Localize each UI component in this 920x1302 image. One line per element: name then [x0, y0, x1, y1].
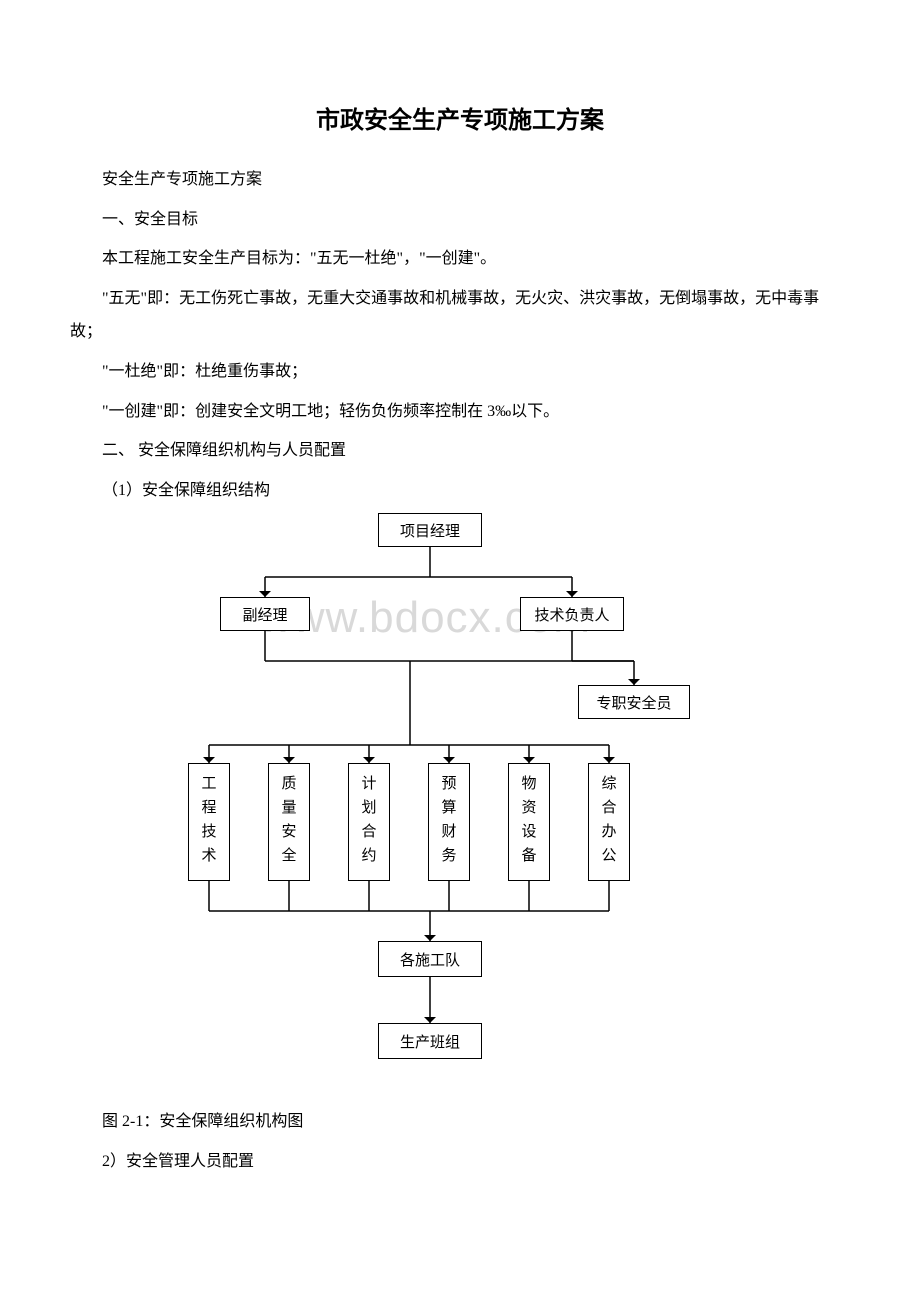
node-tech: 技术负责人	[520, 597, 624, 631]
node-dept-2: 质量安全	[268, 763, 310, 881]
paragraph: "五无"即：无工伤死亡事故，无重大交通事故和机械事故，无火灾、洪灾事故，无倒塌事…	[70, 282, 850, 349]
node-team: 各施工队	[378, 941, 482, 977]
node-dept-4: 预算财务	[428, 763, 470, 881]
node-dept-3: 计划合约	[348, 763, 390, 881]
paragraph: 本工程施工安全生产目标为："五无一杜绝"，"一创建"。	[70, 242, 850, 276]
heading-2: 二、 安全保障组织机构与人员配置	[70, 434, 850, 468]
paragraph: 安全生产专项施工方案	[70, 163, 850, 197]
heading-1: 一、安全目标	[70, 203, 850, 237]
node-pm: 项目经理	[378, 513, 482, 547]
figure-caption: 图 2-1：安全保障组织机构图	[70, 1105, 850, 1139]
node-vpm: 副经理	[220, 597, 310, 631]
node-group: 生产班组	[378, 1023, 482, 1059]
paragraph: 2）安全管理人员配置	[70, 1145, 850, 1179]
node-dept-6: 综合办公	[588, 763, 630, 881]
document-page: 市政安全生产专项施工方案 安全生产专项施工方案 一、安全目标 本工程施工安全生产…	[0, 0, 920, 1235]
paragraph: （1）安全保障组织结构	[70, 474, 850, 508]
document-title: 市政安全生产专项施工方案	[70, 100, 850, 135]
org-chart: www.bdocx.com 项目经理 副经理 技术负责人 专职安全员 工程技术 …	[110, 513, 750, 1093]
paragraph: "一杜绝"即：杜绝重伤事故；	[70, 355, 850, 389]
node-dept-5: 物资设备	[508, 763, 550, 881]
node-safety: 专职安全员	[578, 685, 690, 719]
paragraph: "一创建"即：创建安全文明工地；轻伤负伤频率控制在 3‰以下。	[70, 395, 850, 429]
node-dept-1: 工程技术	[188, 763, 230, 881]
